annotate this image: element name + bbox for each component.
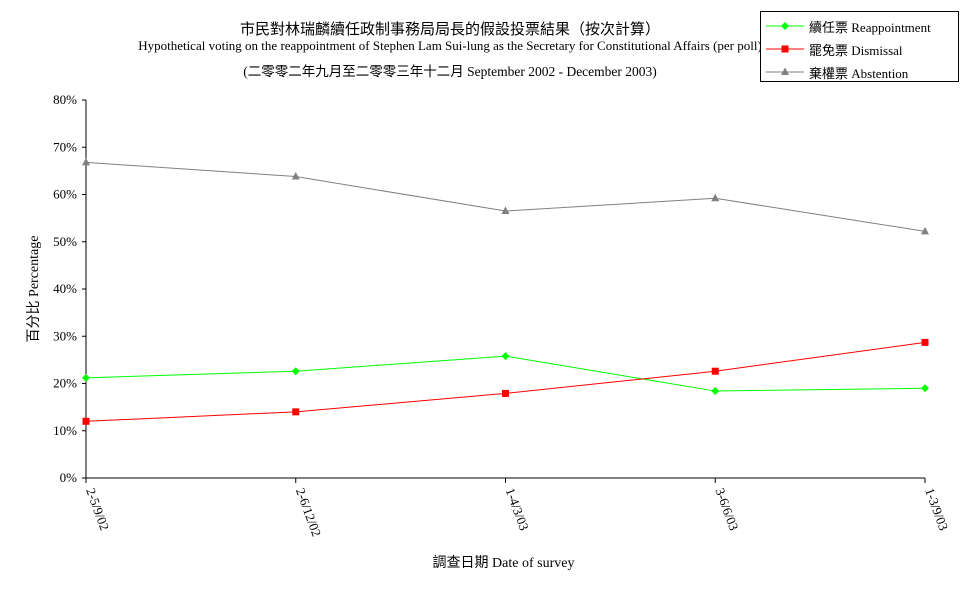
- y-axis-label: 百分比 Percentage: [26, 236, 42, 343]
- data-point: [921, 384, 929, 393]
- legend-marker: [781, 45, 789, 53]
- legend-label: 續任票 Reappointment: [809, 20, 931, 35]
- chart-title: 市民對林瑞麟續任政制事務局局長的假設投票結果（按次計算）: [239, 22, 660, 38]
- y-tick-label: 50%: [53, 234, 77, 249]
- legend-label: 棄權票 Abstention: [809, 66, 909, 81]
- y-tick-label: 20%: [53, 376, 77, 391]
- data-point: [82, 373, 90, 382]
- data-point: [291, 367, 300, 376]
- legend-marker: [781, 67, 789, 75]
- data-point: [711, 367, 719, 375]
- x-tick-label: 1-3/9/03: [922, 486, 951, 533]
- data-point: [291, 172, 300, 180]
- x-tick-label: 2-5/9/02: [83, 486, 112, 533]
- data-point: [292, 408, 300, 416]
- chart-period: (二零零二年九月至二零零三年十二月 September 2002 - Decem…: [243, 64, 657, 79]
- data-point: [921, 338, 929, 346]
- legend: 續任票 Reappointment 罷免票 Dismissal 棄權票 Absten…: [760, 11, 959, 82]
- y-tick-label: 10%: [53, 423, 77, 438]
- legend-item: 罷免票 Dismissal: [761, 38, 960, 58]
- data-point: [711, 387, 720, 396]
- legend-marker: [781, 22, 789, 30]
- series-2: [82, 157, 929, 235]
- series-1: [82, 338, 929, 425]
- data-point: [501, 206, 510, 215]
- data-point: [82, 157, 90, 166]
- y-tick-label: 30%: [53, 328, 77, 343]
- y-tick-label: 80%: [53, 92, 77, 107]
- legend-swatch: [766, 45, 804, 53]
- legend-label: 罷免票 Dismissal: [809, 43, 903, 58]
- data-point: [921, 226, 929, 235]
- x-axis-label: 調查日期 Date of survey: [433, 555, 575, 571]
- y-tick-label: 70%: [53, 139, 77, 154]
- legend-swatch: [766, 67, 804, 75]
- data-point: [502, 389, 509, 397]
- legend-swatch: [766, 22, 804, 30]
- series-line: [85, 355, 926, 392]
- y-tick-label: 60%: [53, 187, 77, 202]
- legend-item: 續任票 Reappointment: [761, 15, 960, 35]
- data-point: [82, 417, 90, 425]
- x-tick-label: 2-6/12/02: [293, 486, 324, 539]
- x-tick-label: 1-4/3/03: [503, 486, 532, 533]
- data-point: [501, 352, 510, 361]
- series-0: [82, 352, 929, 396]
- legend-item: 棄權票 Abstention: [761, 61, 960, 81]
- series-line: [85, 161, 926, 232]
- x-tick-label: 3-6/6/03: [712, 486, 741, 533]
- y-tick-label: 40%: [53, 281, 77, 296]
- y-tick-label: 0%: [60, 470, 78, 485]
- data-point: [711, 193, 720, 202]
- chart-subtitle: Hypothetical voting on the reappointment…: [138, 38, 762, 53]
